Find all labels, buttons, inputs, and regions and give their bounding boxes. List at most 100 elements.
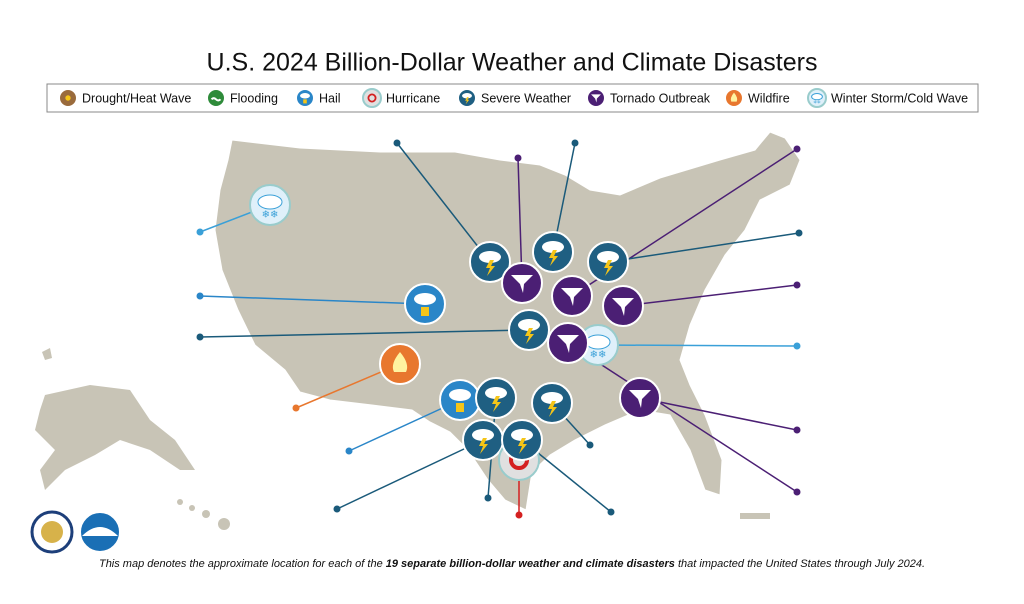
leader-dot [196, 292, 204, 300]
leader-dot [795, 229, 803, 237]
legend-label: Hurricane [386, 91, 440, 105]
cloud [518, 319, 540, 331]
icon-hail [295, 88, 315, 108]
funnel [511, 275, 533, 293]
legend-label: Tornado Outbreak [610, 91, 711, 105]
bolt [479, 438, 488, 454]
hawaii [218, 518, 230, 530]
funnel [591, 94, 601, 103]
legend-label: Wildfire [748, 91, 790, 105]
icon-severe [462, 419, 504, 461]
hail-stone [421, 307, 429, 316]
bolt [518, 438, 527, 454]
icon-tornado [501, 262, 543, 304]
hail-stone [303, 99, 307, 104]
leader-dot [571, 139, 579, 147]
leader-line [639, 397, 798, 431]
icon-severe [501, 419, 543, 461]
cloud [541, 392, 563, 404]
leader-dot [393, 139, 401, 147]
icon-severe [469, 241, 511, 283]
icon-hail [439, 379, 481, 421]
icon-hurricane [362, 88, 382, 108]
bolt [465, 97, 470, 105]
puerto-rico [740, 513, 770, 519]
leader-dot [345, 447, 353, 455]
icon-winter: ❄❄ [249, 184, 291, 226]
noaa-logo [82, 527, 118, 536]
cloud [257, 194, 283, 210]
cloud [449, 389, 471, 401]
leader-line [199, 295, 426, 305]
cloud [511, 429, 533, 441]
flame [392, 352, 408, 372]
bolt [492, 396, 501, 412]
snow: ❄❄ [590, 350, 607, 361]
snow: ❄❄ [262, 210, 279, 221]
legend-label: Winter Storm/Cold Wave [831, 91, 968, 105]
cloud [597, 251, 619, 263]
leader-line [199, 329, 530, 338]
leader-line [396, 142, 491, 263]
leader-dot [292, 404, 300, 412]
commerce-seal [41, 521, 63, 543]
hawaii [202, 510, 210, 518]
funnel [561, 288, 583, 306]
icon-wildfire [379, 343, 421, 385]
seals [30, 510, 121, 554]
cloud [485, 387, 507, 399]
footnote-text: that impacted the United States through … [675, 558, 925, 570]
leader-dot [196, 228, 204, 236]
contiguous-us [214, 131, 801, 511]
leader-dot [515, 511, 523, 519]
hail-stone [456, 403, 464, 412]
leader-dot [793, 342, 801, 350]
icon-severe [508, 309, 550, 351]
icon-severe [475, 377, 517, 419]
leader-dot [793, 145, 801, 153]
leader-dot [793, 426, 801, 434]
leader-dot [607, 508, 615, 516]
bolt [525, 328, 534, 344]
leader-line [607, 232, 800, 263]
icon-winter: ❄❄ [807, 88, 827, 108]
icon-circle [206, 88, 226, 108]
funnel [557, 335, 579, 353]
icon-tornado [602, 285, 644, 327]
leader-dot [514, 154, 522, 162]
wave [210, 97, 222, 102]
cloud [300, 93, 310, 99]
bolt [486, 260, 495, 276]
icons: ❄❄ ❄❄ [249, 184, 661, 481]
icon-severe [457, 88, 477, 108]
icon-circle [362, 88, 382, 108]
leader-line [597, 344, 798, 347]
cloud [479, 251, 501, 263]
leader-dot [484, 494, 492, 502]
cloud [811, 93, 823, 101]
leader-dot [196, 333, 204, 341]
icon-wildfire [724, 88, 744, 108]
island [42, 348, 52, 360]
icon-severe [531, 382, 573, 424]
bolt [549, 250, 558, 266]
snow: ❄❄ [813, 100, 821, 105]
footnote: This map denotes the approximate locatio… [99, 558, 925, 570]
hawaii [177, 499, 183, 505]
cloud [414, 293, 436, 305]
icon-severe [587, 241, 629, 283]
leader-dot [793, 281, 801, 289]
alaska [35, 385, 195, 490]
funnel [612, 298, 634, 316]
icon-hail [404, 283, 446, 325]
funnel [629, 390, 651, 408]
leader-line [336, 439, 484, 510]
legend-label: Hail [319, 91, 341, 105]
hawaii [189, 505, 195, 511]
icon-flood [206, 88, 226, 108]
icon-tornado [551, 275, 593, 317]
footnote-text: This map denotes the approximate locatio… [99, 558, 386, 570]
legend-label: Flooding [230, 91, 278, 105]
